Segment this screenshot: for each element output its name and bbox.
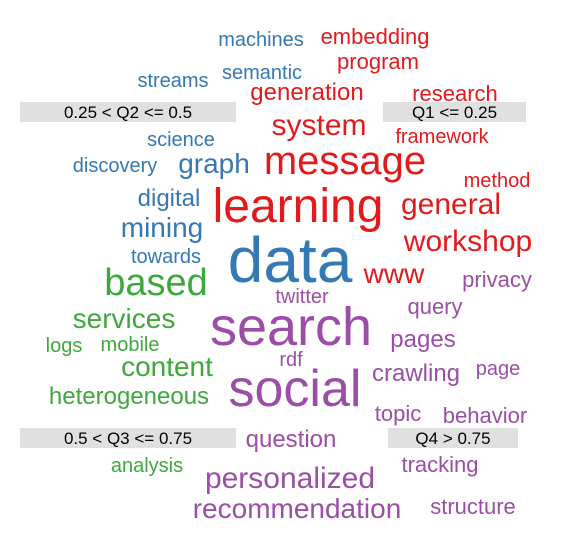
word-rdf: rdf bbox=[279, 349, 303, 371]
word-analysis: analysis bbox=[111, 455, 183, 477]
quadrant-label-bg-q4 bbox=[388, 428, 518, 448]
word-mining: mining bbox=[121, 212, 203, 243]
word-based: based bbox=[104, 262, 208, 304]
word-discovery: discovery bbox=[73, 155, 157, 177]
word-structure: structure bbox=[430, 494, 516, 519]
word-semantic: semantic bbox=[222, 62, 302, 84]
word-www: www bbox=[363, 258, 425, 289]
word-personalized: personalized bbox=[205, 462, 375, 495]
word-streams: streams bbox=[137, 70, 208, 92]
word-privacy: privacy bbox=[462, 267, 532, 292]
word-tracking: tracking bbox=[401, 452, 478, 477]
word-page: page bbox=[476, 358, 521, 380]
quadrant-label-q2: 0.25 < Q2 <= 0.5 bbox=[64, 103, 192, 122]
word-method: method bbox=[464, 170, 531, 192]
word-program: program bbox=[337, 49, 419, 74]
word-search: search bbox=[210, 297, 372, 357]
quadrant-label-q1: Q1 <= 0.25 bbox=[412, 103, 497, 122]
word-question: question bbox=[246, 426, 337, 453]
word-pages: pages bbox=[390, 326, 455, 353]
word-mobile: mobile bbox=[101, 334, 160, 356]
quadrant-label-bg-q3 bbox=[20, 428, 236, 448]
word-content: content bbox=[121, 351, 213, 382]
quadrant-label-q4: Q4 > 0.75 bbox=[415, 429, 490, 448]
word-logs: logs bbox=[46, 335, 83, 357]
word-graph: graph bbox=[178, 148, 250, 179]
word-framework: framework bbox=[395, 126, 489, 148]
word-query: query bbox=[407, 294, 462, 319]
word-learning: learning bbox=[213, 180, 384, 233]
word-social: social bbox=[229, 360, 362, 418]
word-research: research bbox=[412, 81, 498, 106]
quadrant-label-bg-q1 bbox=[383, 102, 526, 122]
word-embedding: embedding bbox=[321, 24, 430, 49]
word-system: system bbox=[271, 109, 366, 142]
word-crawling: crawling bbox=[372, 360, 460, 387]
word-topic: topic bbox=[375, 401, 421, 426]
word-heterogeneous: heterogeneous bbox=[49, 383, 209, 410]
word-services: services bbox=[73, 303, 176, 334]
word-machines: machines bbox=[218, 29, 304, 51]
quadrant-label-q3: 0.5 < Q3 <= 0.75 bbox=[64, 429, 192, 448]
word-message: message bbox=[264, 139, 426, 183]
word-behavior: behavior bbox=[443, 403, 527, 428]
word-towards: towards bbox=[131, 246, 201, 268]
word-workshop: workshop bbox=[403, 225, 532, 258]
word-general: general bbox=[401, 188, 501, 221]
word-data: data bbox=[228, 224, 353, 296]
word-twitter: twitter bbox=[275, 286, 329, 308]
word-generation: generation bbox=[250, 79, 363, 106]
word-science: science bbox=[147, 129, 215, 151]
word-recommendation: recommendation bbox=[193, 493, 402, 524]
word-digital: digital bbox=[138, 185, 201, 212]
quadrant-label-bg-q2 bbox=[20, 102, 236, 122]
